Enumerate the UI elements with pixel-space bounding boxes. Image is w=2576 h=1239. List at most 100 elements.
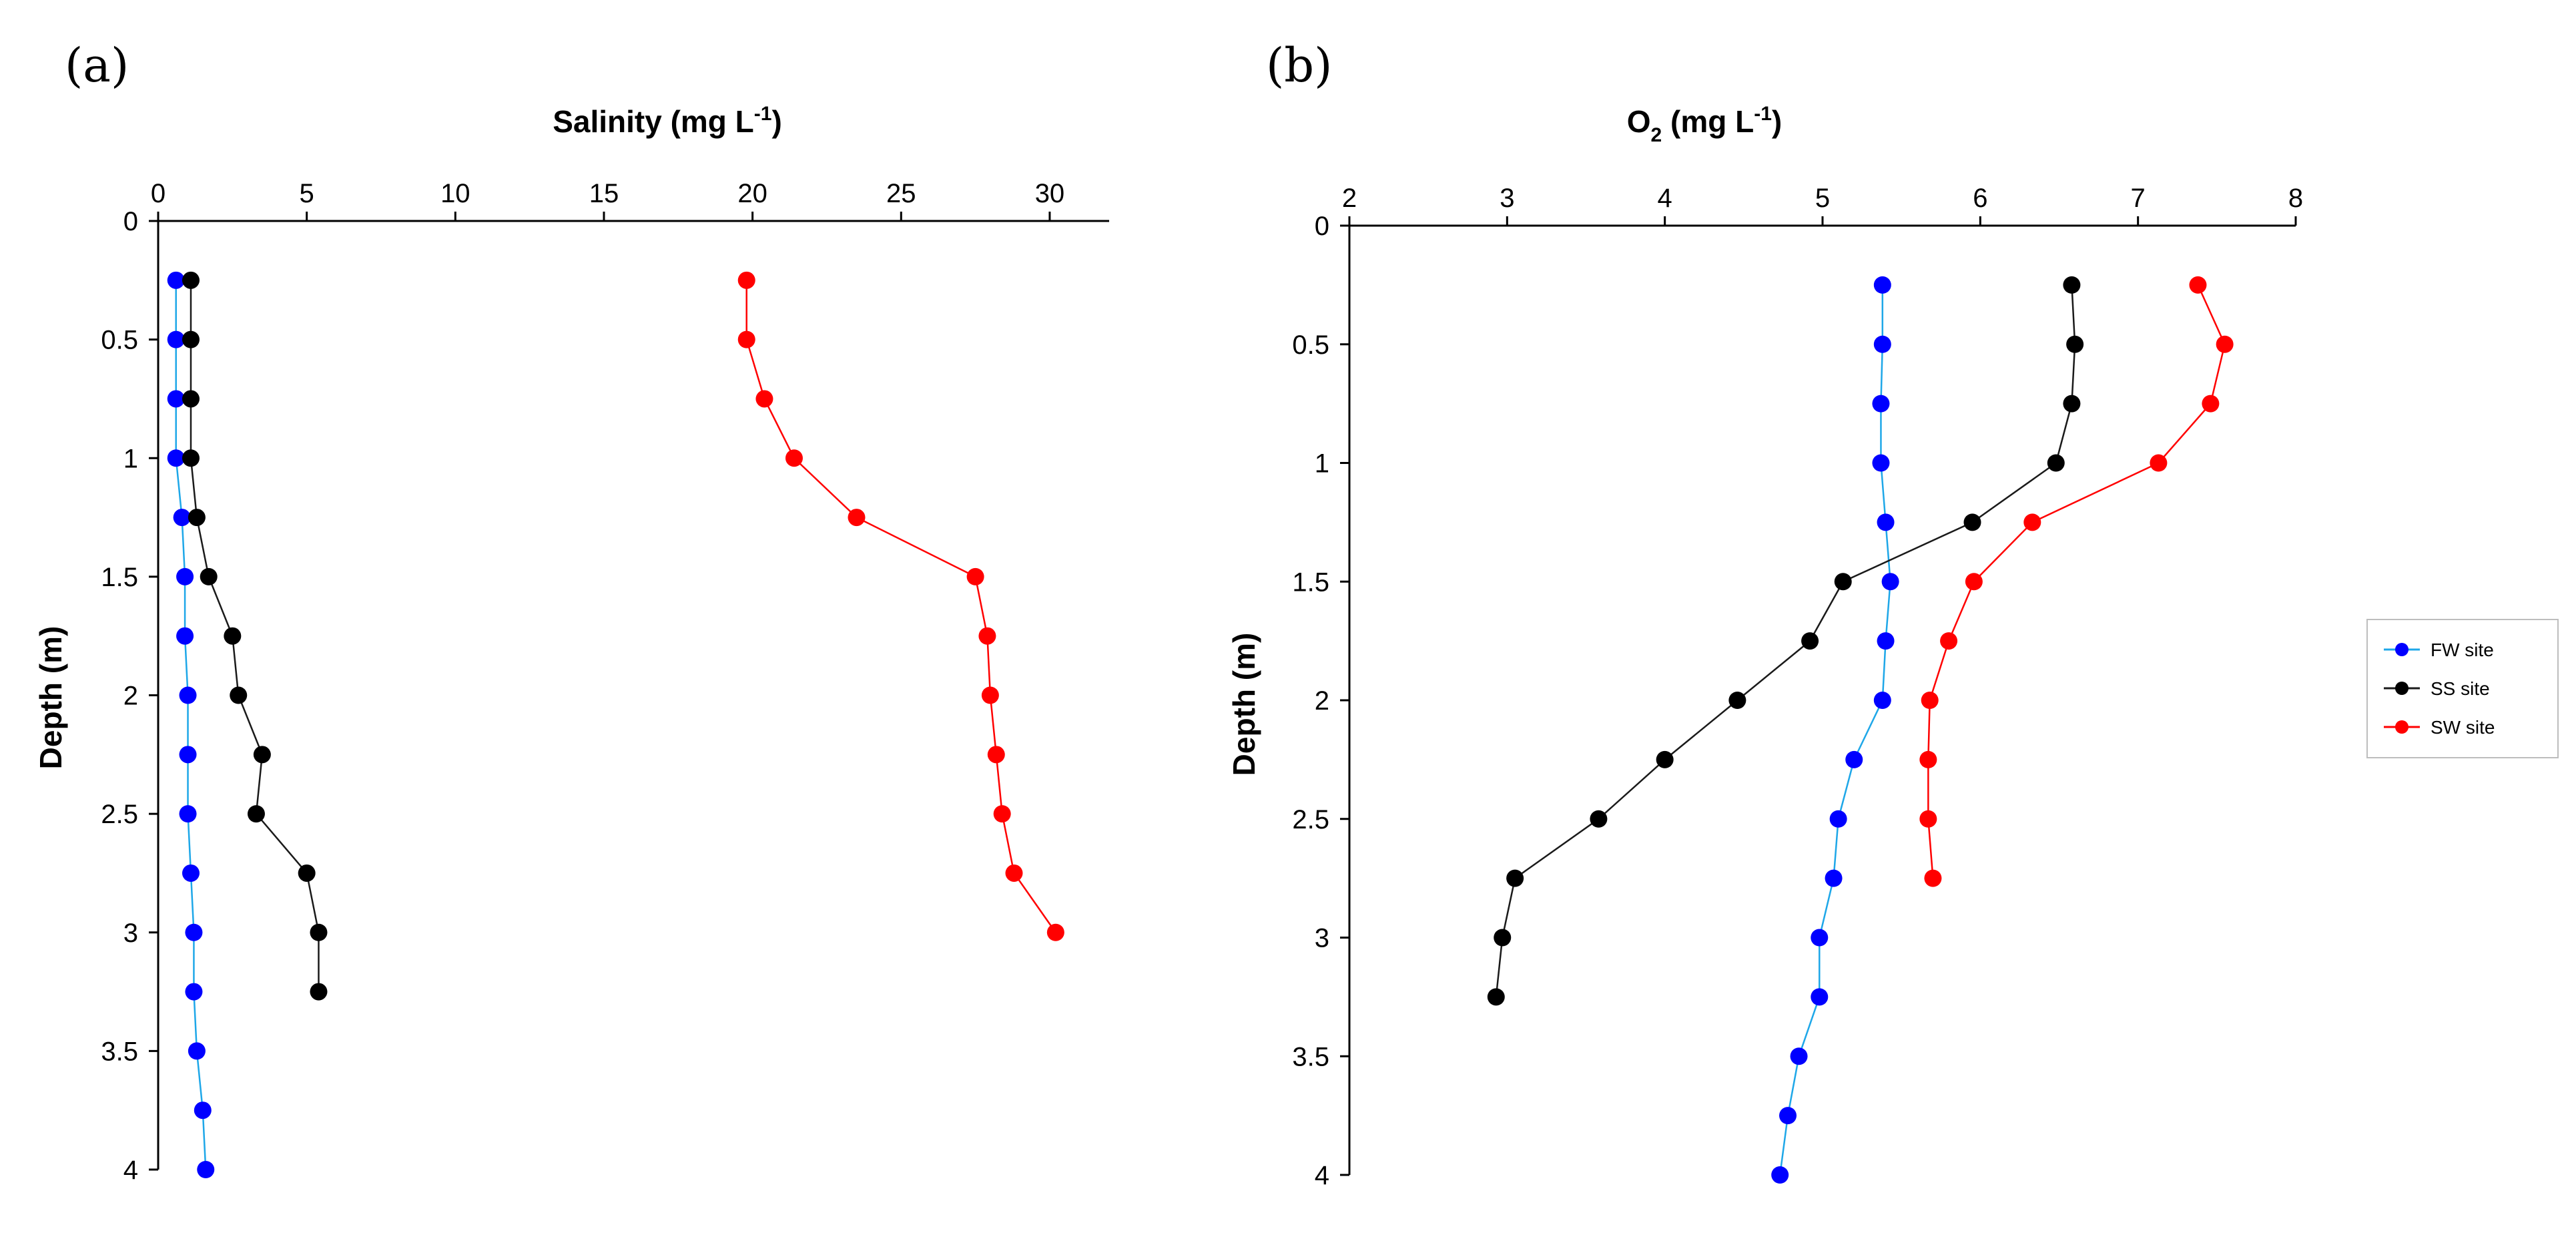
data-point-sw [848,509,866,527]
data-point-sw [1919,750,1937,768]
data-point-fw [1877,513,1895,531]
data-point-sw [1965,573,1983,591]
data-point-sw [737,271,755,289]
data-point-fw [1873,335,1891,353]
legend-label-fw: FW site [2431,640,2494,660]
data-point-fw [194,1101,212,1120]
y-tick-label: 3 [123,919,138,948]
ticks-b: 2 3 4 5 6 7 8 0 0.5 1 1.5 2 2.5 3 3.5 4 [1292,184,2303,1190]
data-point-ss [1590,810,1608,828]
x-tick-label: 2 [1342,184,1357,213]
data-point-ss [1506,869,1524,887]
y-axis-title-b: Depth (m) [1227,633,1261,776]
data-point-ss [182,390,200,408]
y-tick-label: 2.5 [1292,805,1329,834]
data-point-fw [197,1161,215,1178]
data-point-fw [1811,988,1829,1006]
data-point-fw [185,983,203,1001]
data-point-ss [224,627,242,645]
data-point-fw [1825,869,1843,887]
series-markers-b [1487,276,2234,1184]
data-point-ss [2063,395,2081,413]
data-point-sw [755,390,773,408]
y-axis-title-a: Depth (m) [33,626,68,770]
data-point-sw [2150,454,2168,472]
x-tick-label: 8 [2288,184,2303,213]
data-point-ss [298,864,316,882]
y-tick-label: 0.5 [1292,330,1329,360]
data-point-fw [1881,573,1899,591]
data-point-ss [182,271,200,289]
y-tick-label: 2 [123,682,138,711]
data-point-fw [179,805,197,823]
data-point-ss [1494,929,1512,947]
data-point-ss [2063,276,2081,294]
legend-entry-sw: SW site [2384,717,2495,738]
x-tick-label: 6 [1973,184,1987,213]
data-point-fw [167,330,185,348]
data-point-sw [2216,335,2234,353]
data-point-ss [253,746,271,764]
data-point-fw [167,390,185,408]
data-point-sw [1940,632,1958,650]
data-point-fw [1845,750,1863,768]
legend-marker-sw [2395,720,2408,734]
data-point-ss [310,983,328,1001]
panel-label-b: (b) [1266,38,1332,93]
y-tick-label: 4 [1315,1161,1329,1190]
data-point-fw [1771,1166,1789,1184]
data-point-ss [310,923,328,941]
data-point-fw [167,449,185,467]
panel-a-salinity-chart: (a) Salinity (mg L-1) Depth (m) 0 5 10 15 20… [33,38,1109,1185]
x-tick-label: 5 [1815,184,1830,213]
data-point-fw [167,271,185,289]
data-point-sw [737,330,755,348]
data-point-fw [1873,692,1891,709]
data-point-sw [1919,810,1937,828]
x-tick-label: 25 [886,179,916,208]
x-tick-label: 20 [737,179,767,208]
legend-marker-fw [2395,643,2408,656]
data-point-ss [1834,573,1852,591]
x-tick-label: 4 [1658,184,1672,213]
data-point-fw [1811,929,1829,947]
data-point-sw [993,805,1011,823]
data-point-ss [188,509,206,527]
x-tick-label: 15 [589,179,619,208]
series-line-sw [745,280,1056,933]
data-point-ss [2047,454,2065,472]
series-lines-a [175,280,1056,1170]
data-point-fw [1872,395,1890,413]
x-tick-label: 10 [440,179,470,208]
legend-entry-ss: SS site [2384,678,2490,699]
data-point-sw [966,567,984,585]
ticks-a: 0 5 10 15 20 25 30 0 0.5 1 1.5 2 2.5 3 3.5 4 [101,179,1064,1185]
data-point-ss [200,567,218,585]
series-line-fw [175,280,207,1170]
y-tick-label: 0 [123,207,138,236]
data-point-ss [1656,750,1674,768]
series-line-ss [190,280,320,992]
legend-marker-ss [2395,682,2408,695]
data-point-sw [785,449,803,467]
y-tick-label: 1 [123,444,138,473]
series-lines-b [1495,284,2226,1176]
data-point-sw [1921,692,1939,709]
data-point-fw [185,923,203,941]
y-tick-label: 3.5 [1292,1042,1329,1071]
data-point-fw [173,509,191,527]
data-point-fw [1779,1107,1797,1125]
data-point-ss [230,686,248,704]
data-point-fw [188,1042,206,1060]
x-axis-title-b: O2 (mg L-1) [1627,103,1782,146]
x-tick-label: 30 [1035,179,1065,208]
data-point-sw [978,627,996,645]
data-point-fw [1877,632,1895,650]
data-point-ss [2066,335,2084,353]
series-line-ss [1495,284,2076,997]
y-tick-label: 3 [1315,924,1329,953]
data-point-sw [2202,395,2220,413]
data-point-sw [1046,923,1064,941]
y-tick-label: 0 [1315,212,1329,241]
